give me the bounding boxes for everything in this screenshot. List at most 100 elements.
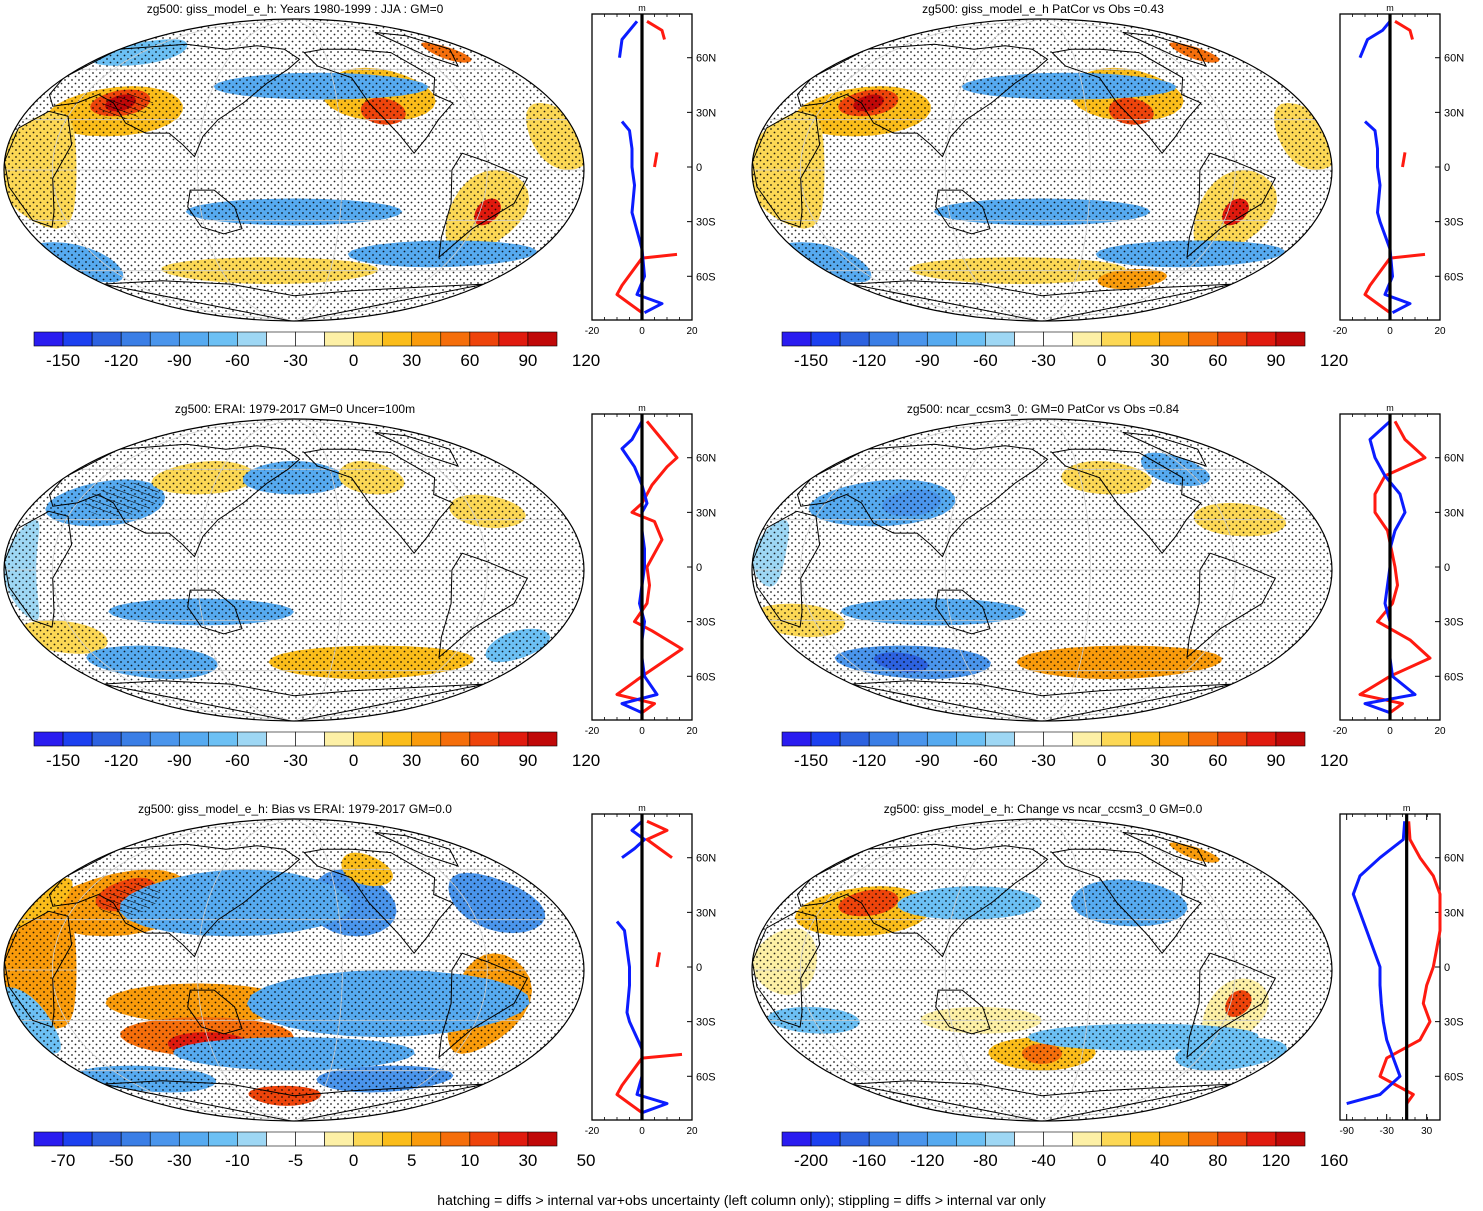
colorbar-swatch — [440, 331, 471, 347]
coastline — [1122, 31, 1208, 67]
colorbar-swatch — [411, 331, 442, 347]
coastline — [1051, 448, 1202, 555]
colorbar-swatch — [1159, 331, 1190, 347]
colorbar-swatch — [1014, 331, 1044, 347]
colorbar-swatch — [91, 331, 122, 347]
colorbar-swatch — [295, 731, 325, 747]
zonal-lat-label: 0 — [696, 962, 702, 974]
zonal-frame — [1339, 813, 1441, 1121]
colorbar-swatch — [440, 1131, 471, 1147]
zonal-model-line — [620, 420, 659, 715]
colorbar-swatch — [324, 1131, 354, 1147]
colorbar-swatch — [208, 1131, 238, 1147]
coastline — [752, 910, 821, 1028]
colorbar-tick-label: 10 — [460, 1151, 479, 1170]
coastline — [187, 989, 243, 1035]
zonal-mean-plot: m 60N 30N 0 30S 60S -20 0 20 — [585, 403, 716, 737]
map-plot — [751, 818, 1333, 1122]
colorbar-swatch — [1101, 331, 1131, 347]
coastline — [1186, 552, 1276, 659]
zonal-x-tick: 0 — [639, 326, 645, 337]
zonal-lat-label: 60N — [1444, 853, 1464, 865]
coastline — [1186, 152, 1276, 259]
colorbar-swatch — [985, 1131, 1015, 1147]
colorbar-tick-label: -60 — [973, 351, 998, 370]
coastline — [374, 431, 460, 467]
colorbar-tick-label: -30 — [283, 751, 308, 770]
colorbar-swatch — [1188, 731, 1219, 747]
colorbar-tick-label: 5 — [407, 1151, 416, 1170]
zonal-x-tick: 20 — [686, 726, 698, 737]
colorbar-tick-label: -60 — [225, 751, 250, 770]
colorbar-swatch — [956, 1131, 986, 1147]
map-border — [751, 818, 1333, 1122]
colorbar-tick-label: 120 — [1320, 751, 1348, 770]
colorbar-tick-label: 60 — [460, 351, 479, 370]
colorbar-swatch — [897, 731, 928, 747]
colorbar-swatch — [295, 1131, 325, 1147]
colorbar-swatch — [178, 1131, 209, 1147]
colorbar-swatch — [1275, 1131, 1306, 1147]
colorbar-swatch — [1130, 331, 1161, 347]
colorbar-swatch — [1217, 731, 1248, 747]
zonal-lat-label: 30N — [1444, 107, 1464, 119]
zonal-unit-label: m — [638, 403, 646, 413]
colorbar-tick-label: -90 — [915, 751, 940, 770]
colorbar-tick-label: 90 — [518, 351, 537, 370]
colorbar-swatch — [1130, 1131, 1161, 1147]
map-plot — [3, 818, 585, 1122]
colorbar-tick-label: -70 — [51, 1151, 76, 1170]
colorbar-tick-label: -120 — [852, 751, 886, 770]
map-border — [751, 418, 1333, 722]
colorbar-swatch — [382, 331, 413, 347]
colorbar-tick-label: 0 — [349, 351, 358, 370]
hatching — [85, 482, 160, 517]
colorbar-swatch — [868, 731, 899, 747]
zonal-lat-label: 60S — [696, 271, 716, 283]
colorbar-swatch — [62, 731, 93, 747]
colorbar-swatch — [1072, 1131, 1102, 1147]
coastline — [48, 43, 301, 158]
colorbar-swatch — [527, 1131, 558, 1147]
colorbar: -150-120-90-60-300306090120150 — [781, 331, 1348, 370]
colorbar-tick-label: 30 — [402, 351, 421, 370]
coastline — [187, 189, 243, 235]
colorbar-swatch — [237, 331, 267, 347]
map-title: zg500: giss_model_e_h: Years 1980-1999 :… — [146, 2, 444, 16]
colorbar-swatch — [266, 331, 296, 347]
colorbar-swatch — [498, 1131, 529, 1147]
zonal-mean-plot: m 60N 30N 0 30S 60S -20 0 20 — [585, 3, 716, 337]
map-border — [3, 418, 585, 722]
colorbar-tick-label: -30 — [1031, 751, 1056, 770]
colorbar-swatch — [527, 331, 558, 347]
zonal-x-tick: -20 — [1333, 326, 1348, 337]
colorbar-swatch — [810, 731, 841, 747]
coastline — [303, 848, 454, 955]
colorbar-tick-label: -30 — [1031, 351, 1056, 370]
panel-model-climatology: zg500: giss_model_e_h: Years 1980-1999 :… — [0, 0, 740, 390]
colorbar-swatch — [926, 1131, 957, 1147]
colorbar-swatch — [810, 331, 841, 347]
zonal-obs-line — [1358, 420, 1432, 714]
colorbar-tick-label: 60 — [460, 751, 479, 770]
colorbar-swatch — [1217, 1131, 1248, 1147]
map-border — [3, 818, 585, 1122]
coastline — [752, 110, 821, 228]
zonal-x-tick: -20 — [1333, 726, 1348, 737]
colorbar-swatch — [382, 1131, 413, 1147]
colorbar-tick-label: 160 — [1320, 1151, 1348, 1170]
zonal-unit-label: m — [638, 803, 646, 813]
colorbar-tick-label: -5 — [288, 1151, 303, 1170]
zonal-lat-label: 30S — [1444, 217, 1464, 229]
colorbar-swatch — [440, 731, 471, 747]
colorbar-swatch — [1217, 331, 1248, 347]
coastline — [1051, 848, 1202, 955]
zonal-x-tick: 0 — [639, 726, 645, 737]
colorbar-swatch — [120, 731, 151, 747]
colorbar-swatch — [926, 731, 957, 747]
colorbar-swatch — [353, 731, 383, 747]
colorbar-tick-label: -30 — [283, 351, 308, 370]
colorbar-tick-label: 90 — [1266, 751, 1285, 770]
zonal-x-tick: 0 — [639, 1126, 645, 1137]
colorbar-tick-label: 30 — [402, 751, 421, 770]
